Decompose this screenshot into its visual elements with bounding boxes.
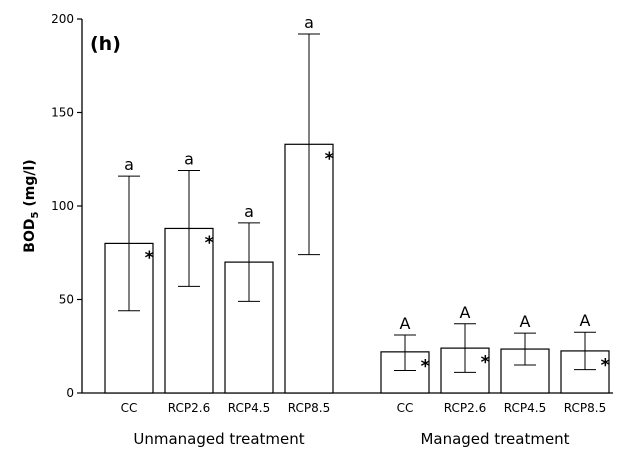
y-axis-label-main: BOD — [22, 218, 38, 252]
y-axis-label-subscript: 5 — [30, 211, 41, 218]
sig-star-1-1: * — [481, 352, 491, 373]
sig-star-1-0: * — [421, 356, 431, 377]
labels: Unmanaged treatment a * CC a * RCP2.6 a RCP4.5 a *… — [121, 13, 611, 448]
sig-letter-0-3: a — [304, 13, 314, 32]
group-label-0: Unmanaged treatment — [133, 430, 304, 448]
y-tick-label-0: 0 — [66, 386, 74, 400]
sig-letter-0-0: a — [124, 155, 134, 174]
sig-letter-0-2: a — [244, 202, 254, 221]
sig-star-1-3: * — [601, 355, 611, 376]
bars — [104, 33, 610, 394]
sig-letter-1-0: A — [400, 314, 411, 333]
panel-label: (h) — [90, 33, 121, 55]
x-tick-label-0-1: RCP2.6 — [168, 401, 210, 415]
sig-letter-1-1: A — [460, 303, 471, 322]
sig-star-0-1: * — [205, 232, 215, 253]
x-tick-label-1-3: RCP8.5 — [564, 401, 606, 415]
x-tick-label-0-2: RCP4.5 — [228, 401, 270, 415]
sig-letter-1-3: A — [580, 311, 591, 330]
sig-letter-0-1: a — [184, 149, 194, 168]
x-tick-label-1-0: CC — [397, 401, 414, 415]
y-axis-label-unit: (mg/l) — [22, 159, 38, 211]
y-tick-label-2: 100 — [51, 199, 74, 213]
x-tick-label-1-1: RCP2.6 — [444, 401, 486, 415]
sig-letter-1-2: A — [520, 312, 531, 331]
y-axis-label: BOD5 (mg/l) — [22, 159, 41, 252]
group-label-1: Managed treatment — [420, 430, 569, 448]
sig-star-0-0: * — [145, 247, 155, 268]
y-tick-label-3: 150 — [51, 106, 74, 120]
x-tick-label-0-0: CC — [121, 401, 138, 415]
x-tick-label-0-3: RCP8.5 — [288, 401, 330, 415]
sig-star-0-3: * — [325, 148, 335, 169]
y-tick-label-4: 200 — [51, 12, 74, 26]
x-tick-label-1-2: RCP4.5 — [504, 401, 546, 415]
y-tick-label-1: 50 — [59, 293, 74, 307]
